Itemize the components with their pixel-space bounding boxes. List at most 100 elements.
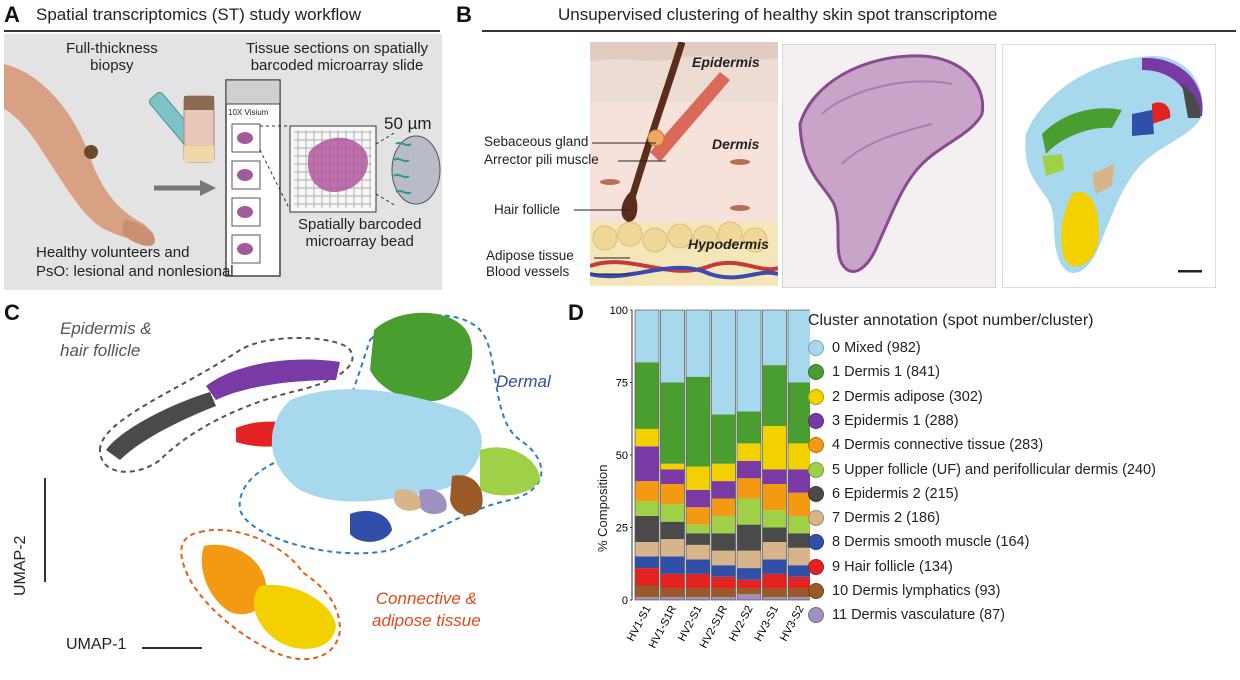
panel-d-letter: D (568, 300, 584, 325)
sections-label: Tissue sections on spatially barcoded mi… (246, 40, 429, 74)
y-tick-label: 100 (610, 305, 628, 317)
region-epidermis-outline (98, 337, 354, 473)
legend-label: 8 Dermis smooth muscle (164) (832, 534, 1030, 551)
bar-outline (762, 309, 787, 601)
legend-item: 6 Epidermis 2 (215) (808, 484, 959, 504)
legend-label: 3 Epidermis 1 (288) (832, 412, 959, 429)
hair-bulb (621, 192, 638, 222)
slide-label-area (225, 79, 281, 105)
bar-segment (711, 576, 736, 589)
barcoded-bead-icon (391, 135, 441, 205)
bar-segment (635, 568, 659, 586)
region-dermal-label: Dermal (496, 372, 551, 391)
bead-oligos (393, 141, 412, 195)
legend-swatch (808, 607, 824, 624)
artery-line (590, 260, 778, 273)
bar-segment (762, 484, 787, 511)
spot-map-adipose (1061, 192, 1099, 267)
legend-label: 4 Dermis connective tissue (283) (832, 437, 1044, 454)
bar-segment (686, 533, 710, 545)
umap-cluster-lymphatics (450, 475, 483, 516)
skin-schematic (590, 42, 778, 286)
bar-segment (686, 310, 710, 377)
legend-title: Cluster annotation (spot number/cluster) (808, 312, 1094, 329)
bar-segment (686, 597, 710, 600)
legend-swatch (808, 461, 824, 478)
bar-segment (762, 542, 787, 560)
bar-segment (686, 376, 710, 467)
bead-zoom-lines (375, 131, 397, 207)
blood-vessels-label: Blood vessels (486, 264, 570, 279)
fibroblasts (600, 159, 750, 211)
bar-segment (660, 556, 685, 574)
bar-segment (686, 544, 710, 560)
section-2 (237, 169, 253, 181)
section-3 (237, 206, 253, 218)
cohort-label: Healthy volunteers and PsO: lesional and… (36, 244, 234, 280)
bar-outline (660, 309, 685, 601)
bar-segment (635, 446, 659, 482)
slide-label: 10X Visium (228, 108, 269, 117)
bar-segment (737, 550, 761, 569)
section-4 (237, 243, 253, 255)
spot-map-dermis1 (1042, 108, 1122, 154)
bar-segment (635, 585, 659, 598)
bar-segment (711, 533, 736, 551)
bar-segment (660, 382, 685, 464)
tissue-core-icon (183, 95, 215, 163)
legend-swatch (808, 583, 824, 599)
dermis-layer-label: Dermis (712, 136, 760, 152)
bar-segment (762, 510, 787, 528)
he-tissue (798, 54, 985, 273)
arrector-pili-muscle (650, 72, 730, 162)
spot-map-dermis2 (1092, 164, 1114, 194)
spot-map-epidermis2 (1182, 84, 1201, 118)
bar-segment (737, 579, 761, 589)
bar-segment (762, 310, 787, 366)
panel-a-letter: A (4, 2, 20, 27)
workflow-illustration (4, 34, 442, 290)
umap2-axis-label: UMAP-2 (12, 535, 29, 596)
hair-follicle-label: Hair follicle (494, 202, 561, 217)
x-tick-label: HV2-S2 (727, 604, 756, 644)
arrector-pili-label: Arrector pili muscle (484, 152, 599, 167)
bar-segment (686, 559, 710, 574)
hand-shape (122, 219, 155, 246)
bar-segment (635, 542, 659, 557)
legend-swatch (808, 388, 824, 405)
sebaceous-gland-icon (647, 129, 665, 147)
bar-segment (711, 498, 736, 516)
bar-outline (711, 309, 736, 601)
bar-segment (788, 515, 810, 534)
legend-item: 4 Dermis connective tissue (283) (808, 435, 1043, 455)
legend-label: 7 Dermis 2 (186) (832, 510, 940, 527)
bar-outline (685, 309, 711, 601)
bar-segment (711, 588, 736, 598)
bar-segment (635, 481, 659, 502)
bar-segment (635, 428, 659, 447)
umap-cluster-smooth-muscle (350, 510, 392, 542)
legend-label: 6 Epidermis 2 (215) (832, 485, 959, 502)
spot-map-upper-follicle (1042, 154, 1064, 176)
bar-segment (762, 597, 787, 600)
scale-label: 50 µm (384, 114, 432, 133)
legend-label: 5 Upper follicle (UF) and perifollicular… (832, 461, 1156, 478)
umap-cluster-upper-follicle (480, 447, 540, 496)
x-tick-label: HV1-S1 (625, 604, 654, 644)
bar-segment (788, 597, 810, 600)
y-tick-label: 0 (622, 595, 628, 607)
y-tick-label: 25 (616, 523, 628, 535)
bar-segment (660, 469, 685, 484)
bar-segment (686, 507, 710, 525)
bar-segment (635, 501, 659, 516)
bar-segment (711, 515, 736, 534)
section-1 (237, 132, 253, 144)
scale-bar (1178, 270, 1202, 273)
sebaceous-gland-label: Sebaceous gland (484, 134, 589, 149)
bar-segment (660, 463, 685, 470)
legend-label: 11 Dermis vasculature (87) (832, 607, 1005, 624)
bar-segment (711, 310, 736, 415)
magnified-section (307, 137, 368, 192)
umap-cluster-adipose (253, 584, 336, 649)
zoom-lines (259, 125, 291, 211)
